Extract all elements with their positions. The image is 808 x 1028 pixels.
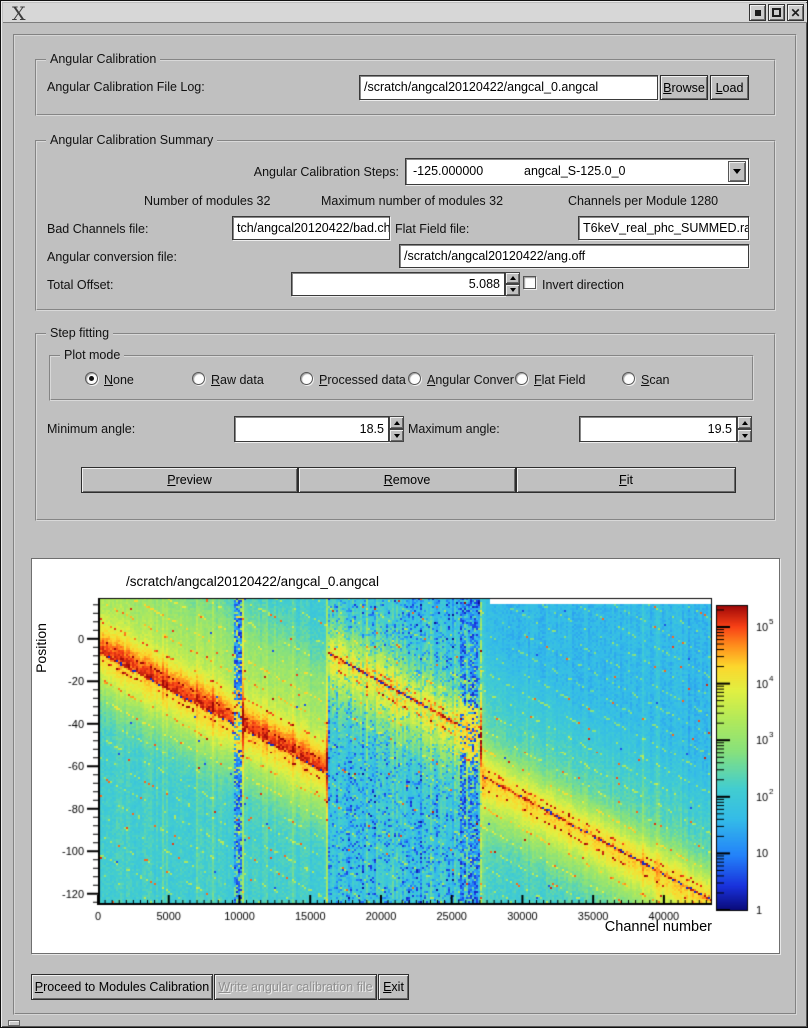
steps-value-number: -125.000000 — [413, 164, 484, 178]
spin-up-button[interactable] — [505, 272, 520, 284]
groupbox-title: Angular Calibration — [46, 52, 161, 66]
groupbox-step-fitting: Step fitting — [35, 326, 776, 521]
max-angle-input[interactable]: 19.5 — [579, 416, 737, 442]
spin-down-button[interactable] — [737, 429, 752, 442]
total-offset-input[interactable]: 5.088 — [291, 272, 505, 296]
stat-channels-per-module: Channels per Module 1280 — [568, 194, 719, 208]
steps-label: Angular Calibration Steps: — [253, 165, 399, 179]
invert-direction-label: Invert direction — [542, 278, 624, 292]
calibration-heatmap-canvas — [32, 559, 781, 955]
radio-processed-data[interactable] — [300, 372, 313, 385]
min-angle-stepper — [389, 416, 404, 442]
arrow-up-icon — [509, 276, 516, 280]
flat-field-input[interactable]: T6keV_real_phc_SUMMED.raw — [578, 216, 749, 240]
arrow-up-icon — [393, 420, 400, 425]
bad-channels-label: Bad Channels file: — [47, 222, 149, 236]
groupbox-angular-calibration: Angular Calibration — [35, 52, 776, 116]
file-log-label: Angular Calibration File Log: — [47, 80, 205, 94]
spin-down-button[interactable] — [505, 284, 520, 296]
spin-up-button[interactable] — [389, 416, 404, 429]
iconify-button[interactable] — [749, 4, 766, 21]
titlebar[interactable]: X ✕ — [3, 3, 807, 25]
invert-direction-checkbox[interactable] — [523, 276, 536, 289]
chevron-down-icon — [733, 169, 741, 174]
radio-none[interactable] — [85, 372, 98, 385]
radio-scan[interactable] — [622, 372, 635, 385]
spin-up-button[interactable] — [737, 416, 752, 429]
radio-scan-label[interactable]: Scan — [641, 373, 670, 387]
flat-field-label: Flat Field file: — [395, 222, 470, 236]
radio-raw-data-label[interactable]: Raw data — [211, 373, 264, 387]
iconify-icon — [754, 9, 761, 16]
radio-angular-conversion[interactable] — [408, 372, 421, 385]
close-icon: ✕ — [790, 5, 801, 20]
arrow-down-icon — [509, 288, 516, 292]
min-angle-input[interactable]: 18.5 — [234, 416, 389, 442]
conversion-file-label: Angular conversion file: — [47, 250, 177, 264]
groupbox-summary: Angular Calibration Summary — [35, 133, 776, 311]
dropdown-arrow-button[interactable] — [728, 161, 746, 182]
groupbox-title: Step fitting — [46, 326, 114, 340]
radio-raw-data[interactable] — [192, 372, 205, 385]
groupbox-plot-mode: Plot mode — [49, 348, 754, 401]
groupbox-title: Angular Calibration Summary — [46, 133, 218, 147]
stat-max-modules: Maximum number of modules 32 — [321, 194, 504, 208]
steps-value-name: angcal_S-125.0_0 — [524, 164, 626, 178]
maximize-button[interactable] — [768, 4, 785, 21]
total-offset-label: Total Offset: — [47, 278, 114, 292]
radio-flat-field[interactable] — [515, 372, 528, 385]
radio-dot — [89, 376, 94, 381]
max-angle-label: Maximum angle: — [408, 422, 500, 436]
plot-title: /scratch/angcal20120422/angcal_0.angcal — [126, 574, 379, 589]
spin-down-button[interactable] — [389, 429, 404, 442]
max-angle-stepper — [737, 416, 752, 442]
file-log-input[interactable]: /scratch/angcal20120422/angcal_0.angcal — [359, 75, 658, 100]
x11-logo-icon: X — [12, 3, 26, 25]
x-axis-label: Channel number — [604, 919, 712, 935]
plot-panel: /scratch/angcal20120422/angcal_0.angcal … — [31, 558, 781, 955]
min-angle-label: Minimum angle: — [47, 422, 136, 436]
y-axis-label: Position — [33, 623, 49, 673]
resize-handle[interactable] — [8, 1020, 20, 1026]
radio-none-label[interactable]: None — [104, 373, 134, 387]
total-offset-stepper — [505, 272, 520, 296]
maximize-icon — [772, 8, 781, 17]
stat-num-modules: Number of modules 32 — [144, 194, 271, 208]
close-button[interactable]: ✕ — [787, 4, 804, 21]
groupbox-title: Plot mode — [60, 348, 125, 362]
arrow-up-icon — [741, 420, 748, 425]
radio-flat-field-label[interactable]: Flat Field — [534, 373, 586, 387]
arrow-down-icon — [393, 433, 400, 438]
content-frame — [13, 34, 797, 1015]
calibration-steps-combobox[interactable]: -125.000000 angcal_S-125.0_0 — [405, 158, 749, 185]
arrow-down-icon — [741, 433, 748, 438]
bad-channels-input[interactable]: tch/angcal20120422/bad.chan — [232, 216, 390, 240]
conversion-file-input[interactable]: /scratch/angcal20120422/ang.off — [399, 244, 749, 268]
radio-angular-conversion-label[interactable]: Angular Conver — [427, 373, 514, 387]
radio-processed-data-label[interactable]: Processed data — [319, 373, 406, 387]
